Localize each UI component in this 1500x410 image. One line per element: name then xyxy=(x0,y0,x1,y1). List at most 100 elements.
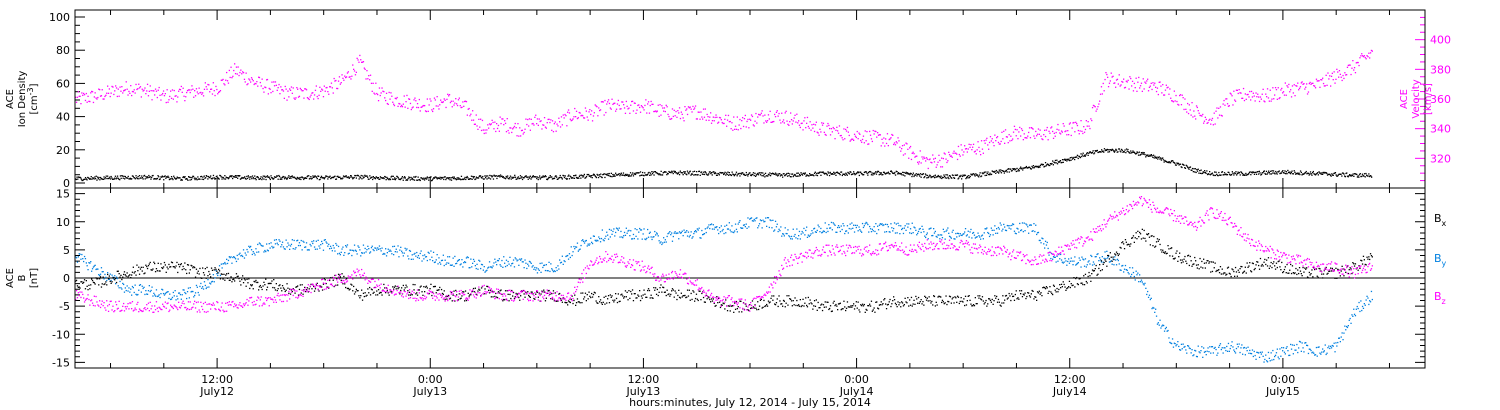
data-point xyxy=(931,176,933,178)
data-point xyxy=(643,109,645,111)
data-point xyxy=(953,238,955,240)
data-point xyxy=(1035,224,1037,226)
data-point xyxy=(1124,264,1127,267)
data-point xyxy=(861,173,863,175)
data-point xyxy=(432,178,434,180)
data-point xyxy=(625,100,627,103)
data-point xyxy=(1188,347,1190,349)
data-point xyxy=(301,90,303,92)
data-point xyxy=(992,141,994,144)
data-point xyxy=(887,226,889,228)
data-point xyxy=(1082,152,1084,154)
data-point xyxy=(444,259,446,261)
data-point xyxy=(1020,229,1023,231)
data-point xyxy=(1137,152,1139,154)
data-point xyxy=(405,249,407,251)
data-point xyxy=(824,222,826,224)
data-point xyxy=(836,126,838,128)
data-point xyxy=(1308,348,1310,350)
data-point xyxy=(345,245,347,247)
data-point xyxy=(783,235,785,237)
data-point xyxy=(683,120,685,122)
data-point xyxy=(698,227,700,229)
data-point xyxy=(1341,175,1343,177)
data-point xyxy=(853,133,856,135)
data-point xyxy=(661,105,663,107)
data-point xyxy=(845,230,848,232)
data-point xyxy=(1052,164,1054,166)
data-point xyxy=(408,177,411,179)
data-point xyxy=(711,120,714,122)
data-point xyxy=(118,287,120,289)
data-point xyxy=(374,247,376,249)
data-point xyxy=(325,175,327,177)
data-point xyxy=(418,179,420,181)
data-point xyxy=(1228,350,1230,352)
data-point xyxy=(534,176,536,178)
data-point xyxy=(161,175,163,177)
data-point xyxy=(130,85,132,87)
data-point xyxy=(103,176,105,178)
data-point xyxy=(973,174,976,176)
data-point xyxy=(460,106,462,109)
data-point xyxy=(546,178,549,181)
data-point xyxy=(1036,133,1039,135)
data-point xyxy=(368,248,370,250)
data-point xyxy=(704,108,706,110)
data-point xyxy=(929,175,932,177)
data-point xyxy=(690,174,692,176)
data-point xyxy=(803,227,805,230)
data-point xyxy=(613,228,615,230)
data-point xyxy=(417,106,420,109)
data-point xyxy=(401,250,403,252)
data-point xyxy=(1233,172,1236,174)
data-point xyxy=(179,89,182,91)
data-point xyxy=(825,172,827,175)
data-point xyxy=(1167,161,1170,164)
data-point xyxy=(1123,78,1125,80)
data-point xyxy=(497,260,500,262)
data-point xyxy=(1301,342,1303,344)
data-point xyxy=(167,175,169,177)
data-point xyxy=(1140,279,1143,281)
data-point xyxy=(956,236,958,238)
data-point xyxy=(1307,172,1309,174)
data-point xyxy=(1078,133,1080,135)
data-point xyxy=(1366,295,1368,297)
data-point xyxy=(892,172,894,174)
data-point xyxy=(158,86,160,89)
data-point xyxy=(1306,344,1309,347)
data-point xyxy=(1218,346,1220,348)
data-point xyxy=(642,233,644,235)
data-point xyxy=(586,116,588,118)
data-point xyxy=(713,120,715,122)
data-point xyxy=(1303,173,1305,175)
data-point xyxy=(576,177,578,179)
data-point xyxy=(109,178,112,180)
data-point xyxy=(547,270,549,272)
data-point xyxy=(649,104,651,107)
data-point xyxy=(327,245,329,247)
data-point xyxy=(102,98,104,100)
data-point xyxy=(1142,151,1144,154)
data-point xyxy=(314,89,317,91)
data-point xyxy=(370,82,373,84)
data-point xyxy=(131,175,134,177)
data-point xyxy=(843,173,845,175)
data-point xyxy=(559,174,561,177)
data-point xyxy=(678,107,681,109)
data-point xyxy=(737,173,740,175)
data-point xyxy=(653,110,655,113)
data-point xyxy=(1352,173,1354,175)
data-point xyxy=(391,175,393,177)
data-point xyxy=(1081,154,1084,156)
data-point xyxy=(485,177,487,179)
data-point xyxy=(1002,228,1004,230)
data-point xyxy=(1161,325,1163,327)
data-point xyxy=(260,85,262,87)
data-point xyxy=(160,99,162,101)
data-point xyxy=(183,176,185,178)
data-point xyxy=(1124,149,1126,151)
data-point xyxy=(1039,166,1041,168)
data-point xyxy=(654,110,656,113)
